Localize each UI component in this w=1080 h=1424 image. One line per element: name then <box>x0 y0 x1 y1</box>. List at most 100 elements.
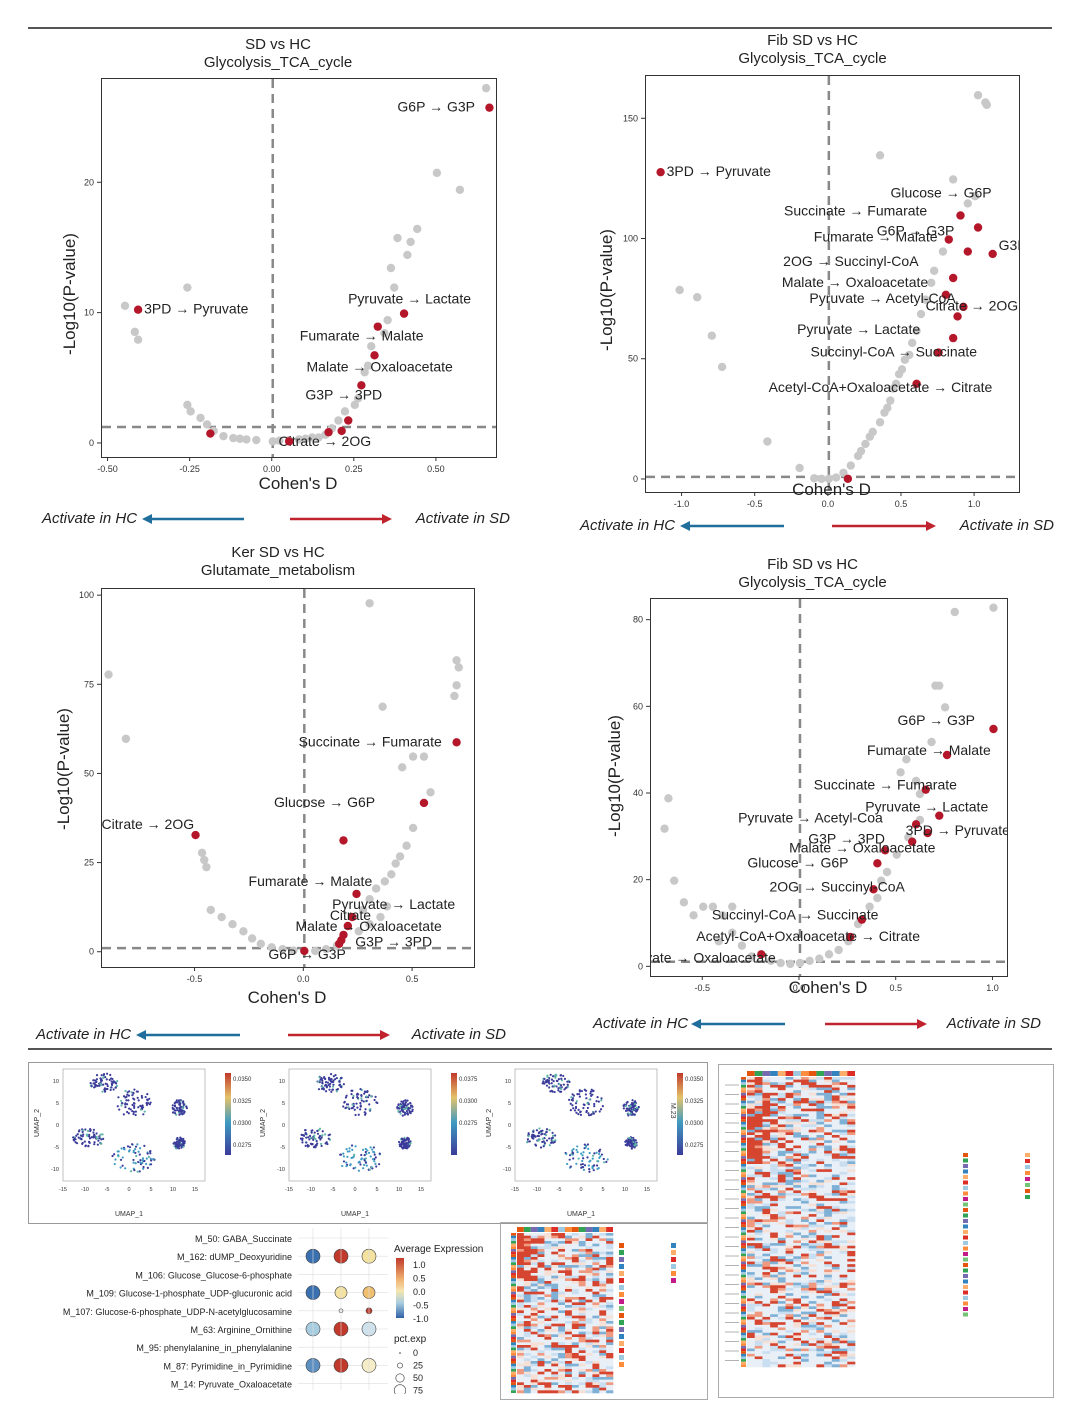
umap-cell <box>122 1095 126 1098</box>
heatmap-cell <box>592 1345 600 1348</box>
umap-cell <box>405 1145 408 1148</box>
umap-cell <box>98 1084 101 1087</box>
umap-cell <box>566 1083 569 1086</box>
heatmap-cell <box>808 1127 817 1131</box>
heatmap-cell <box>808 1077 817 1080</box>
heatmap-cell <box>785 1195 794 1199</box>
heatmap-cell <box>551 1363 559 1367</box>
heatmap-cell <box>777 1293 786 1297</box>
row-annotation <box>511 1265 516 1268</box>
umap-cell <box>175 1101 178 1104</box>
umap-x-tick: 0 <box>353 1187 356 1193</box>
heatmap-cell <box>592 1371 600 1375</box>
umap-x-tick: 15 <box>644 1187 650 1193</box>
heatmap-cell <box>785 1272 794 1276</box>
umap-cell <box>573 1109 577 1112</box>
heatmap-cell <box>793 1285 802 1289</box>
umap-cell <box>584 1146 587 1149</box>
heatmap-cell <box>747 1216 756 1220</box>
heatmap-cell <box>578 1305 586 1308</box>
heatmap-cell <box>831 1092 840 1096</box>
heatmap-cell <box>585 1278 593 1282</box>
heatmap-cell <box>839 1353 848 1357</box>
y-tick-label: 50 <box>84 768 94 778</box>
heatmap-cell <box>777 1224 786 1228</box>
heatmap-cell <box>793 1132 802 1136</box>
umap-cell <box>127 1094 131 1097</box>
heatmap-cell <box>754 1177 763 1181</box>
heatmap-cell <box>831 1077 840 1080</box>
row-annotation <box>511 1249 516 1252</box>
heatmap-cell <box>530 1350 538 1354</box>
umap-cell <box>106 1083 109 1086</box>
heatmap-cell <box>831 1285 840 1289</box>
heatmap-cell <box>793 1124 802 1128</box>
heatmap-cell <box>747 1295 756 1299</box>
heatmap-cell <box>777 1140 786 1144</box>
row-annotation <box>511 1289 516 1292</box>
heatmap-cell <box>551 1387 559 1391</box>
heatmap-cell <box>831 1332 840 1336</box>
heatmap-cell <box>517 1315 525 1319</box>
heatmap-cell <box>571 1259 580 1263</box>
heatmap-cell <box>592 1249 600 1252</box>
heatmap-cell <box>537 1297 545 1300</box>
heatmap-cell <box>808 1158 817 1162</box>
umap-cell <box>314 1144 318 1147</box>
heatmap-cell <box>537 1281 545 1284</box>
large-heatmap <box>725 1071 1030 1368</box>
heatmap-cell <box>831 1111 840 1115</box>
heatmap-cell <box>530 1254 538 1258</box>
umap-cell <box>182 1141 185 1144</box>
heatmap-cell <box>599 1353 607 1356</box>
umap-cell <box>397 1140 401 1144</box>
heatmap-cell <box>777 1203 786 1207</box>
highlight-point <box>344 416 353 425</box>
heatmap-cell <box>747 1077 756 1080</box>
umap-cell <box>92 1135 95 1138</box>
heatmap-cell <box>816 1077 825 1080</box>
heatmap-cell <box>785 1343 794 1347</box>
heatmap-cell <box>785 1090 794 1094</box>
heatmap-cell <box>551 1374 559 1378</box>
heatmap-cell <box>847 1090 856 1094</box>
heatmap-cell <box>571 1294 580 1298</box>
umap-x-tick: -5 <box>105 1187 110 1193</box>
heatmap-cell <box>770 1303 779 1307</box>
umap-cell <box>173 1105 177 1108</box>
x-tick-label: 0.5 <box>895 499 908 509</box>
umap-cell <box>348 1150 351 1153</box>
heatmap-cell <box>585 1318 593 1322</box>
heatmap-cell <box>537 1251 545 1255</box>
heatmap-cell <box>754 1266 763 1270</box>
heatmap-cell <box>793 1153 802 1157</box>
heatmap-cell <box>801 1177 810 1181</box>
heatmap-cell <box>847 1079 856 1083</box>
heatmap-cell <box>824 1169 833 1173</box>
heatmap-cell <box>762 1345 771 1349</box>
heatmap-cell <box>517 1361 525 1364</box>
heatmap-cell <box>754 1090 763 1094</box>
heatmap-cell <box>839 1240 848 1244</box>
heatmap-cell <box>824 1077 833 1080</box>
heatmap-cell <box>747 1311 756 1315</box>
heatmap-cell <box>839 1364 848 1368</box>
heatmap-cell <box>824 1309 833 1312</box>
heatmap-cell <box>592 1347 600 1351</box>
umap-cell <box>103 1087 107 1090</box>
heatmap-cell <box>762 1229 771 1233</box>
heatmap-cell <box>793 1135 802 1138</box>
heatmap-cell <box>801 1332 810 1336</box>
heatmap-cell <box>558 1347 566 1351</box>
heatmap-cell <box>777 1348 786 1352</box>
heatmap-cell <box>747 1301 756 1305</box>
legend-swatch <box>619 1334 624 1339</box>
heatmap-cell <box>824 1140 833 1144</box>
umap-cell <box>625 1101 628 1104</box>
heatmap-cell <box>551 1345 559 1348</box>
heatmap-cell <box>754 1211 763 1215</box>
umap-cell <box>92 1128 95 1131</box>
heatmap-cell <box>808 1319 817 1323</box>
umap-cell <box>178 1106 181 1109</box>
